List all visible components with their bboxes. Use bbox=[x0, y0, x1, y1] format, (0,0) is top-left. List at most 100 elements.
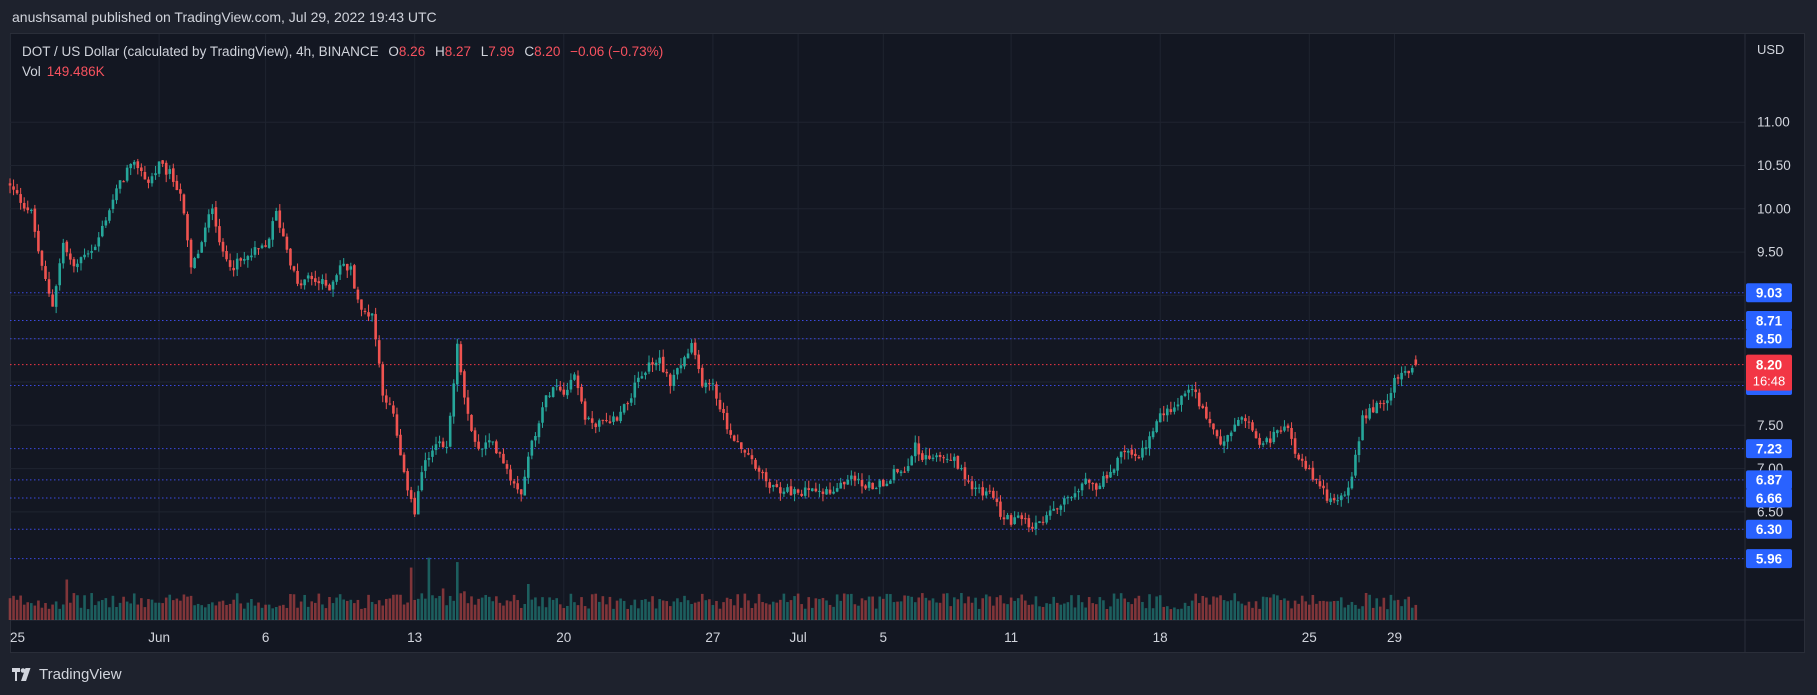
candle-body bbox=[203, 227, 207, 243]
candle-body bbox=[747, 453, 750, 455]
candle-body bbox=[697, 354, 700, 369]
volume-label[interactable]: Vol bbox=[22, 64, 41, 79]
candle-body bbox=[1084, 478, 1087, 484]
candle-body bbox=[12, 186, 15, 190]
candle-body bbox=[79, 257, 83, 264]
volume-bar bbox=[1364, 593, 1368, 620]
volume-bar bbox=[743, 593, 747, 620]
volume-bar bbox=[654, 608, 658, 620]
candle-body bbox=[576, 375, 580, 389]
candle-body bbox=[814, 488, 818, 492]
volume-bar bbox=[555, 598, 558, 620]
volume-bar bbox=[1169, 609, 1173, 620]
candle-body bbox=[1123, 450, 1126, 453]
candle-body bbox=[257, 248, 260, 250]
candle-body bbox=[1027, 518, 1031, 528]
volume-bar bbox=[530, 599, 534, 620]
volume-bar bbox=[22, 604, 26, 620]
candle-body bbox=[381, 364, 385, 396]
candle-body bbox=[562, 389, 566, 395]
candle-body bbox=[58, 263, 61, 286]
candle-body bbox=[1205, 406, 1208, 419]
x-tick-label: 6 bbox=[262, 630, 270, 645]
tradingview-brand[interactable]: TradingView bbox=[12, 666, 122, 683]
volume-bar bbox=[122, 596, 125, 620]
candle-body bbox=[250, 255, 253, 258]
candle-body bbox=[377, 340, 381, 364]
candle-body bbox=[370, 313, 374, 316]
candle-body bbox=[750, 455, 754, 460]
candle-body bbox=[1031, 526, 1034, 529]
candle-body bbox=[1105, 475, 1109, 479]
publish-attribution: anushsamal published on TradingView.com,… bbox=[12, 9, 437, 25]
volume-bar bbox=[747, 600, 750, 620]
volume-bar bbox=[225, 604, 228, 620]
volume-bar bbox=[1265, 597, 1268, 620]
volume-bar bbox=[1205, 597, 1208, 620]
candle-body bbox=[342, 263, 345, 266]
brand-name: TradingView bbox=[39, 666, 122, 683]
candle-body bbox=[388, 403, 392, 405]
volume-bar bbox=[693, 602, 697, 620]
volume-bar bbox=[477, 598, 480, 620]
candle-body bbox=[161, 160, 164, 164]
candle-body bbox=[1201, 405, 1205, 408]
volume-bar bbox=[253, 605, 257, 620]
candle-body bbox=[1244, 418, 1247, 422]
volume-bar bbox=[715, 600, 718, 620]
volume-bar bbox=[1315, 603, 1318, 620]
level-badge bbox=[1746, 283, 1792, 303]
symbol-title[interactable]: DOT / US Dollar (calculated by TradingVi… bbox=[22, 44, 379, 59]
volume-bar bbox=[935, 602, 938, 620]
x-tick-label: 13 bbox=[407, 630, 422, 645]
candle-body bbox=[612, 416, 615, 422]
volume-bar bbox=[392, 594, 395, 620]
candle-body bbox=[629, 398, 633, 403]
candle-body bbox=[1134, 453, 1137, 456]
candle-body bbox=[555, 385, 558, 387]
candle-body bbox=[409, 490, 413, 500]
candle-body bbox=[264, 245, 267, 247]
volume-bar bbox=[828, 604, 832, 620]
volume-bar bbox=[1357, 608, 1361, 620]
volume-bar bbox=[377, 600, 381, 620]
volume-bar bbox=[448, 595, 452, 620]
volume-bar bbox=[1038, 606, 1041, 620]
volume-bar bbox=[740, 607, 743, 620]
candle-body bbox=[19, 194, 22, 203]
volume-bar bbox=[878, 596, 882, 620]
volume-bar bbox=[61, 604, 65, 620]
volume-bar bbox=[1126, 602, 1130, 620]
volume-bar bbox=[1322, 600, 1325, 620]
volume-bar bbox=[33, 605, 37, 620]
candle-body bbox=[1137, 457, 1141, 459]
candle-body bbox=[1091, 483, 1095, 485]
volume-bar bbox=[1137, 595, 1141, 620]
candle-body bbox=[72, 259, 76, 267]
currency-label[interactable]: USD bbox=[1757, 42, 1785, 57]
volume-bar bbox=[992, 605, 995, 620]
candle-body bbox=[782, 491, 786, 494]
symbol-legend: DOT / US Dollar (calculated by TradingVi… bbox=[22, 44, 663, 59]
volume-bar bbox=[186, 596, 189, 620]
candle-body bbox=[530, 440, 534, 456]
candle-body bbox=[1073, 493, 1077, 498]
candle-body bbox=[367, 312, 370, 317]
volume-bar bbox=[1389, 594, 1393, 620]
candle-body bbox=[789, 486, 793, 496]
candle-body bbox=[1077, 491, 1080, 493]
volume-bar bbox=[157, 602, 161, 620]
candle-body bbox=[811, 488, 814, 492]
candle-body bbox=[853, 475, 857, 481]
candle-body bbox=[896, 468, 899, 473]
volume-bar bbox=[338, 594, 342, 620]
candle-body bbox=[828, 489, 832, 494]
candle-body bbox=[928, 455, 931, 459]
candle-body bbox=[37, 230, 40, 252]
level-badge bbox=[1746, 549, 1792, 569]
level-badge-label: 6.87 bbox=[1756, 473, 1782, 488]
candle-body bbox=[527, 456, 530, 478]
x-tick-label: 5 bbox=[880, 630, 888, 645]
candle-body bbox=[892, 469, 896, 481]
